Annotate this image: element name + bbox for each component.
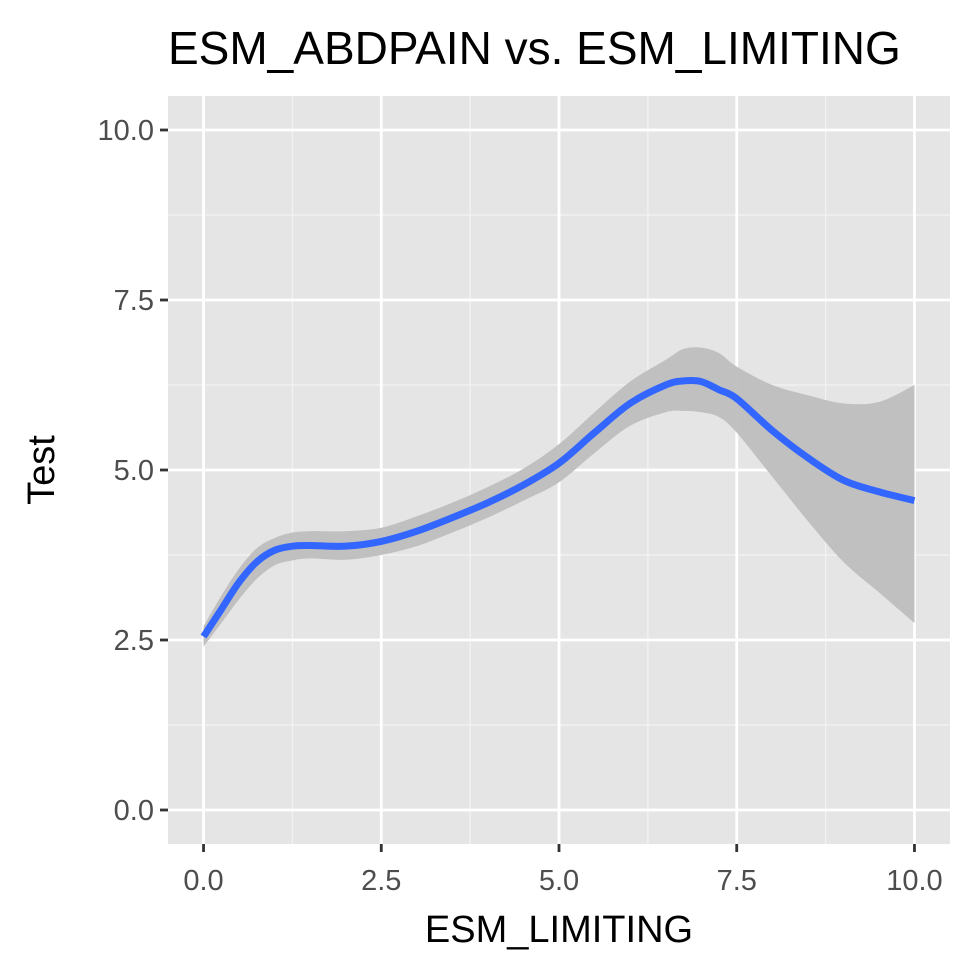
y-axis-title: Test	[21, 435, 63, 505]
y-tick-label: 5.0	[114, 455, 154, 487]
y-tick-label: 7.5	[114, 285, 154, 317]
y-tick-label: 0.0	[114, 795, 154, 827]
smooth-line-layer	[200, 376, 916, 639]
x-tick-label: 5.0	[539, 865, 579, 897]
x-tick-label: 0.0	[183, 865, 223, 897]
x-axis: 0.0 2.5 5.0 7.5 10.0	[183, 844, 943, 897]
y-axis: 0.0 2.5 5.0 7.5 10.0	[98, 115, 168, 827]
x-tick-label: 10.0	[886, 865, 942, 897]
smooth-line	[200, 376, 916, 639]
confidence-band	[203, 347, 915, 647]
x-axis-title: ESM_LIMITING	[425, 909, 693, 951]
x-tick-label: 2.5	[361, 865, 401, 897]
y-tick-label: 2.5	[114, 625, 154, 657]
confidence-band-layer	[203, 347, 915, 647]
y-tick-label: 10.0	[98, 115, 154, 147]
chart-title: ESM_ABDPAIN vs. ESM_LIMITING	[168, 22, 901, 74]
x-tick-label: 7.5	[717, 865, 757, 897]
